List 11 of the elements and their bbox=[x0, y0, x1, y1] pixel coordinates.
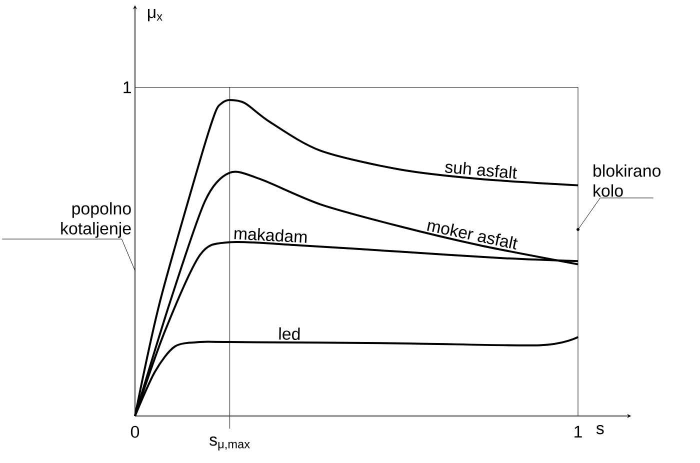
text: moker asfalt bbox=[427, 222, 518, 250]
annotation: blokirano kolo bbox=[594, 164, 660, 197]
y-axis-title: μ$_{x}$ bbox=[148, 9, 162, 22]
series-label: led bbox=[279, 327, 300, 340]
ref-line-label: s$_{μ,max}$ bbox=[210, 436, 250, 450]
text: 1 bbox=[124, 82, 131, 94]
x-tick-label: 0 bbox=[130, 426, 140, 438]
x-axis-title: s bbox=[596, 425, 604, 434]
series-label: makadam bbox=[234, 228, 307, 243]
series-label: suh asfalt bbox=[444, 162, 517, 179]
text: popolno kotaljenje bbox=[61, 202, 131, 238]
